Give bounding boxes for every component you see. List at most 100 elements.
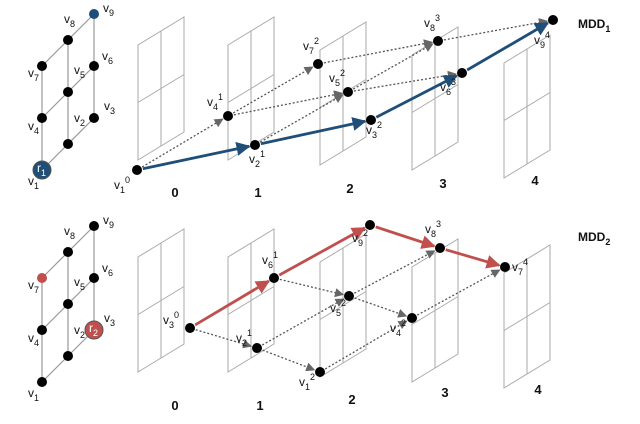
mdd-node — [366, 115, 376, 125]
label-sup: 1 — [260, 149, 265, 159]
mdd-node — [269, 273, 279, 283]
layer-grid — [411, 84, 459, 113]
label-sub: 1 — [605, 24, 610, 34]
vertex-label: v9 — [103, 213, 114, 230]
label-main: v — [352, 231, 358, 245]
label-sub: 5 — [80, 282, 85, 292]
label-sub: 8 — [431, 229, 436, 239]
path-edge — [445, 248, 501, 269]
label-main: v — [424, 16, 430, 30]
vertex — [37, 61, 47, 71]
layer-panel — [411, 238, 459, 383]
label-sub: 1 — [305, 382, 310, 392]
vertex-label: v2 — [74, 323, 85, 340]
agent-label: r1 — [37, 161, 46, 178]
vertex — [63, 299, 73, 309]
label-sub: 3 — [110, 318, 115, 328]
layer-panel — [503, 244, 551, 389]
layer-label: 4 — [534, 382, 542, 397]
label-sub: 8 — [70, 19, 75, 29]
label-sub: 5 — [336, 308, 341, 318]
layer-label: 0 — [171, 398, 178, 413]
label-main: v — [28, 66, 34, 80]
label-sup: 4 — [545, 30, 550, 40]
layer-grid — [137, 286, 185, 315]
vertex-label: v6 — [102, 261, 113, 278]
vertex-label: v6 — [102, 49, 113, 66]
label-sup: 2 — [340, 68, 345, 78]
vertex-label: v4 — [28, 331, 39, 348]
mdd-node-label: v52 — [330, 298, 346, 318]
label-main: v — [390, 321, 396, 335]
label-sub: 2 — [93, 328, 98, 338]
label-sup: 2 — [377, 120, 382, 130]
vertex — [37, 377, 47, 387]
vertex-label: v8 — [64, 12, 75, 29]
label-sub: 7 — [518, 267, 523, 277]
layer-grid — [503, 302, 551, 331]
path-edge — [194, 279, 271, 327]
label-sub: 9 — [109, 220, 114, 230]
mdd-node-label: v83 — [424, 13, 440, 33]
mdd-edge — [352, 43, 434, 90]
label-main: v — [103, 213, 109, 227]
path-edge — [375, 74, 458, 119]
mdd-node — [223, 111, 233, 121]
path-edge — [466, 21, 550, 72]
label-main: v — [103, 1, 109, 15]
label-sub: 6 — [268, 260, 273, 270]
layer-grid — [503, 92, 551, 121]
layer-panel — [411, 26, 459, 171]
label-main: v — [102, 49, 108, 63]
vertex-label: v2 — [74, 111, 85, 128]
label-main: v — [28, 119, 34, 133]
path-edge — [260, 117, 367, 146]
label-main: v — [114, 178, 120, 192]
mdd-node-label: v63 — [440, 77, 456, 97]
mdd-node — [185, 323, 195, 333]
layer-grid — [137, 74, 185, 103]
label-main: v — [104, 99, 110, 113]
layer-panel — [503, 34, 551, 179]
label-sub: 4 — [34, 338, 39, 348]
label-main: v — [28, 331, 34, 345]
label-sup: 1 — [247, 328, 252, 338]
label-sup: 1 — [218, 92, 223, 102]
path-edge — [375, 225, 436, 249]
label-sub: 1 — [41, 168, 46, 178]
vertex-label: v3 — [104, 99, 115, 116]
mdd-edge — [443, 18, 548, 41]
mdd-node — [548, 15, 558, 25]
mdd-node-label: v32 — [366, 120, 382, 140]
mdd-edge — [195, 329, 253, 349]
label-sup: 3 — [435, 13, 440, 23]
label-main: v — [534, 33, 540, 47]
label-sub: 4 — [213, 102, 218, 112]
label-sub: 6 — [108, 56, 113, 66]
mdd-node-label: v12 — [299, 372, 315, 392]
layer-label: 4 — [531, 173, 539, 188]
layer-panel — [137, 16, 185, 161]
label-sub: 2 — [80, 118, 85, 128]
layer-label: 2 — [346, 181, 353, 196]
mdd-node-label: v74 — [512, 257, 528, 277]
label-sup: 0 — [125, 175, 130, 185]
label-main: v — [440, 80, 446, 94]
label-main: v — [330, 301, 336, 315]
label-main: v — [74, 275, 80, 289]
label-sub: 4 — [34, 126, 39, 136]
label-sup: 0 — [174, 310, 179, 320]
goal-vertex — [37, 273, 47, 283]
mdd-edge — [232, 66, 314, 114]
label-sub: 2 — [255, 159, 260, 169]
label-sub: 2 — [80, 330, 85, 340]
mdd-node — [344, 291, 354, 301]
mdd-node-label: v42 — [390, 318, 406, 338]
label-sup: 2 — [363, 228, 368, 238]
label-main: MDD — [578, 17, 606, 31]
vertex — [89, 61, 99, 71]
label-sub: 3 — [372, 130, 377, 140]
label-main: v — [207, 95, 213, 109]
label-sup: 2 — [401, 318, 406, 328]
